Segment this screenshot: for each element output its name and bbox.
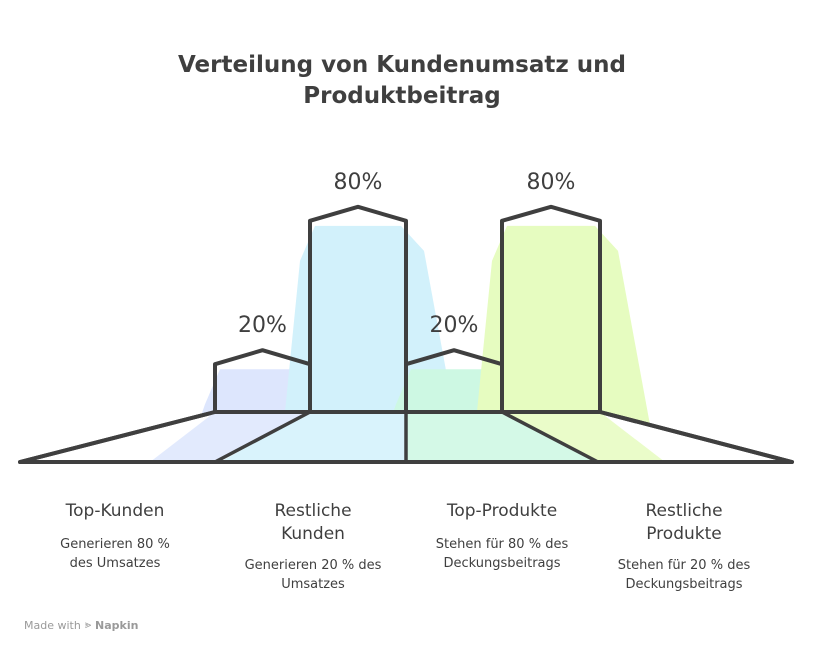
bar-value-label: 20% (430, 313, 479, 338)
category-label: Restliche Kunden (274, 501, 352, 544)
base-wash (502, 412, 665, 462)
column-restliche-produkte: Restliche Produkte Stehen für 20 % des D… (604, 500, 764, 594)
bar-fill-wash (472, 225, 655, 462)
category-description: Generieren 20 % des Umsatzes (244, 558, 382, 592)
made-with-text: Made with (24, 618, 81, 632)
base-divider (501, 410, 599, 464)
column-restliche-kunden: Restliche Kunden Generieren 20 % des Ums… (236, 500, 390, 594)
base-outline (18, 410, 794, 464)
napkin-logo-icon: ⪢ (84, 618, 92, 631)
bar-value-label: 80% (527, 170, 576, 195)
brand-name: Napkin (95, 618, 139, 632)
footer-credit: Made with ⪢ Napkin (24, 618, 138, 632)
column-top-produkte: Top-Produkte Stehen für 80 % des Deckung… (422, 500, 582, 573)
category-label: Restliche Produkte (645, 501, 723, 544)
base-wash (406, 412, 598, 462)
category-description: Generieren 80 % des Umsatzes (60, 537, 170, 571)
base-wash (220, 412, 406, 462)
base-wash (150, 412, 310, 462)
category-label: Top-Kunden (65, 501, 165, 521)
category-description: Stehen für 80 % des Deckungsbeitrags (435, 537, 569, 571)
category-description: Stehen für 20 % des Deckungsbeitrags (617, 558, 751, 592)
base-divider (214, 410, 311, 464)
chart-title: Verteilung von Kundenumsatz und Produktb… (178, 52, 626, 109)
column-top-kunden: Top-Kunden Generieren 80 % des Umsatzes (40, 500, 190, 573)
bar-value-label: 20% (238, 313, 287, 338)
bar-value-label: 80% (334, 170, 383, 195)
category-label: Top-Produkte (446, 501, 558, 521)
